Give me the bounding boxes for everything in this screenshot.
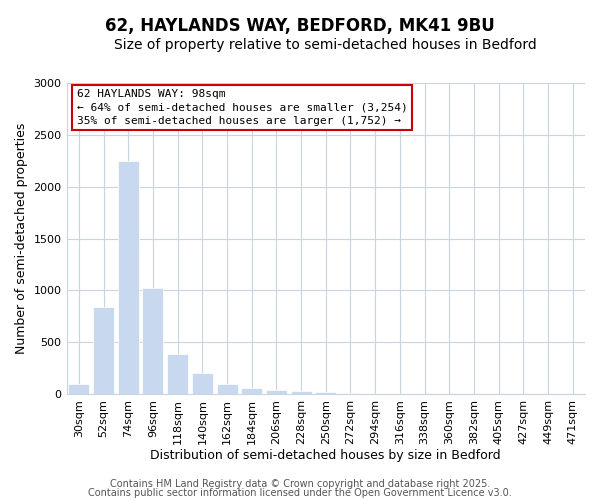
Text: Contains HM Land Registry data © Crown copyright and database right 2025.: Contains HM Land Registry data © Crown c… (110, 479, 490, 489)
Text: 62, HAYLANDS WAY, BEDFORD, MK41 9BU: 62, HAYLANDS WAY, BEDFORD, MK41 9BU (105, 18, 495, 36)
Title: Size of property relative to semi-detached houses in Bedford: Size of property relative to semi-detach… (115, 38, 537, 52)
Bar (315, 392, 336, 394)
Bar (68, 384, 89, 394)
Bar (192, 373, 213, 394)
Bar (266, 390, 287, 394)
Text: Contains public sector information licensed under the Open Government Licence v3: Contains public sector information licen… (88, 488, 512, 498)
Bar (93, 307, 114, 394)
Bar (142, 288, 163, 394)
Bar (290, 392, 311, 394)
Bar (167, 354, 188, 394)
Bar (241, 388, 262, 394)
Bar (118, 161, 139, 394)
Y-axis label: Number of semi-detached properties: Number of semi-detached properties (15, 123, 28, 354)
X-axis label: Distribution of semi-detached houses by size in Bedford: Distribution of semi-detached houses by … (151, 450, 501, 462)
Text: 62 HAYLANDS WAY: 98sqm
← 64% of semi-detached houses are smaller (3,254)
35% of : 62 HAYLANDS WAY: 98sqm ← 64% of semi-det… (77, 90, 407, 126)
Bar (217, 384, 238, 394)
